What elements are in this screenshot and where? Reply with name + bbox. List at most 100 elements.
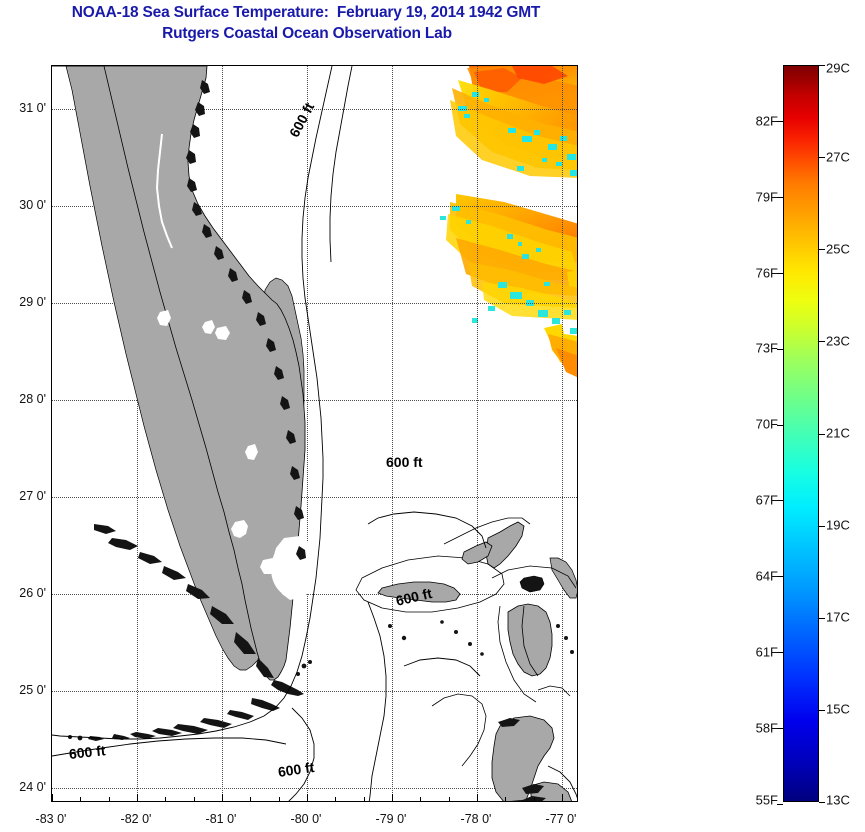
- gridline-lat: [52, 206, 577, 207]
- xtick-major: [52, 794, 53, 801]
- colorbar-tick-c: [819, 617, 825, 619]
- colorbar-label-c: 19C: [826, 517, 850, 533]
- land-florida-keys: [68, 660, 312, 741]
- colorbar-label-f: 64F: [755, 568, 778, 584]
- colorbar-tick-f: [777, 803, 783, 805]
- colorbar-label-c: 17C: [826, 609, 850, 625]
- xtick-minor: [108, 797, 110, 801]
- yaxis-label: 30 0': [19, 198, 46, 212]
- sst-small-patch: [567, 270, 577, 288]
- ytick-minor: [51, 271, 52, 272]
- xtick-minor: [278, 797, 280, 801]
- land-cuba: [491, 715, 555, 801]
- xtick-minor: [448, 797, 450, 801]
- contour-bahama-south: [431, 693, 487, 767]
- ytick-major: [51, 400, 52, 401]
- contour-great-bahama-bank: [491, 565, 577, 589]
- title-block: NOAA-18 Sea Surface Temperature: Februar…: [0, 2, 620, 44]
- lake-small-3: [245, 444, 258, 460]
- xtick-major: [307, 794, 308, 801]
- gridline-lat: [52, 109, 577, 110]
- yaxis-label: 26 0': [19, 586, 46, 600]
- colorbar-label-f: 70F: [755, 416, 778, 432]
- river-st-johns: [155, 133, 173, 249]
- ytick-minor: [51, 659, 52, 660]
- land-eleuthera: [549, 557, 577, 599]
- colorbar-tick-f: [777, 576, 783, 578]
- colorbar-label-c: 25C: [826, 241, 850, 257]
- coastline-land-layer: [52, 66, 577, 801]
- colorbar-tick-f: [777, 727, 783, 729]
- colorbar-tick-f: [777, 348, 783, 350]
- xtick-minor: [533, 797, 535, 801]
- ytick-minor: [51, 626, 52, 627]
- lake-small-4: [202, 320, 215, 334]
- land-andros: [507, 603, 553, 677]
- ytick-minor: [51, 756, 52, 757]
- colorbar-label-f: 55F: [755, 792, 778, 808]
- land-exuma-chain: [556, 624, 574, 654]
- ytick-major: [51, 109, 52, 110]
- colorbar-tick-f: [777, 500, 783, 502]
- ytick-minor: [51, 174, 52, 175]
- colorbar-tick-f: [777, 121, 783, 123]
- coastline-abaco-cays: [443, 517, 531, 545]
- contour-andros-west: [497, 605, 537, 703]
- colorbar-tick-c: [819, 157, 825, 159]
- colorbar-label-f: 67F: [755, 492, 778, 508]
- xaxis-label: -78 0': [460, 812, 492, 826]
- colorbar-tick-c: [819, 433, 825, 435]
- coastline-small-bank: [537, 685, 571, 697]
- page-subtitle: Rutgers Coastal Ocean Observation Lab: [162, 25, 452, 42]
- gridline-lon: [307, 66, 308, 801]
- ytick-minor: [51, 238, 52, 239]
- colorbar-label-c: 13C: [826, 792, 850, 808]
- land-cuba-north-keys: [498, 718, 546, 801]
- gridline-lon: [137, 66, 138, 801]
- xtick-major: [392, 794, 393, 801]
- colorbar: [777, 65, 825, 805]
- land-grand-bahama: [377, 581, 461, 603]
- xtick-minor: [335, 797, 337, 801]
- xaxis-label: -79 0': [375, 812, 407, 826]
- xaxis-label: -77 0': [545, 812, 577, 826]
- contour-label-600ft-bahamas-north: 600 ft: [386, 454, 423, 470]
- sst-cloud-edge-flecks: [458, 92, 577, 176]
- colorbar-gradient: [783, 65, 819, 802]
- sst-swath-gulf-stream-north: [450, 66, 577, 178]
- xtick-major: [477, 794, 478, 801]
- colorbar-label-f: 82F: [755, 113, 778, 129]
- gridline-lat: [52, 691, 577, 692]
- xtick-minor: [363, 797, 365, 801]
- gridline-lat: [52, 594, 577, 595]
- xtick-minor: [250, 797, 252, 801]
- ytick-minor: [51, 465, 52, 466]
- colorbar-tick-f: [777, 652, 783, 654]
- xtick-minor: [420, 797, 422, 801]
- ytick-major: [51, 788, 52, 789]
- colorbar-label-c: 27C: [826, 149, 850, 165]
- xtick-major: [222, 794, 223, 801]
- xaxis-label: -81 0': [205, 812, 237, 826]
- colorbar-tick-f: [777, 424, 783, 426]
- ytick-minor: [51, 432, 52, 433]
- land-new-providence: [519, 575, 545, 593]
- ytick-major: [51, 303, 52, 304]
- colorbar-tick-c: [819, 802, 825, 803]
- lake-small-2: [260, 558, 276, 574]
- colorbar-tick-c: [819, 249, 825, 251]
- xtick-minor: [165, 797, 167, 801]
- land-ne-florida-coast: [186, 80, 306, 560]
- ytick-minor: [51, 335, 52, 336]
- yaxis-label: 31 0': [19, 101, 46, 115]
- ytick-major: [51, 691, 52, 692]
- land-abaco-north: [461, 541, 493, 565]
- gridline-lon: [392, 66, 393, 801]
- contour-tongue-of-ocean: [521, 605, 539, 677]
- colorbar-label-f: 79F: [755, 189, 778, 205]
- land-abaco: [485, 521, 525, 569]
- xtick-major: [562, 794, 563, 801]
- sst-raster-layer: [440, 66, 577, 378]
- colorbar-tick-f: [777, 272, 783, 274]
- gridline-lat: [52, 303, 577, 304]
